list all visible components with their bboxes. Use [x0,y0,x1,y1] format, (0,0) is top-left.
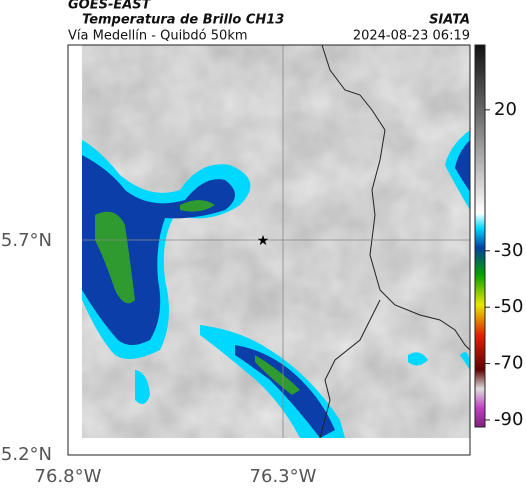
subtitle: Vía Medellín - Quibdó 50km [68,29,248,44]
satellite-image [82,45,470,438]
colorbar-tick-label: -30 [494,240,523,261]
lon-tick-label: 76.8°W [35,466,102,487]
lon-tick-label: 76.3°W [250,466,317,487]
city-marker: ★ [257,233,270,249]
lat-tick-label: 5.2°N [1,444,52,465]
colorbar-tick-label: 20 [494,99,517,120]
colorbar [474,44,486,428]
timestamp: 2024-08-23 06:19 [353,29,470,44]
lat-tick-label: 5.7°N [1,230,52,251]
colorbar-tick-label: -90 [494,409,523,430]
title: Temperatura de Brillo CH13 [82,13,284,28]
colorbar-tick-label: -50 [494,296,523,317]
colorbar-tick-label: -70 [494,353,523,374]
agency: GOES-EAST [68,0,152,13]
source: SIATA [429,13,470,28]
